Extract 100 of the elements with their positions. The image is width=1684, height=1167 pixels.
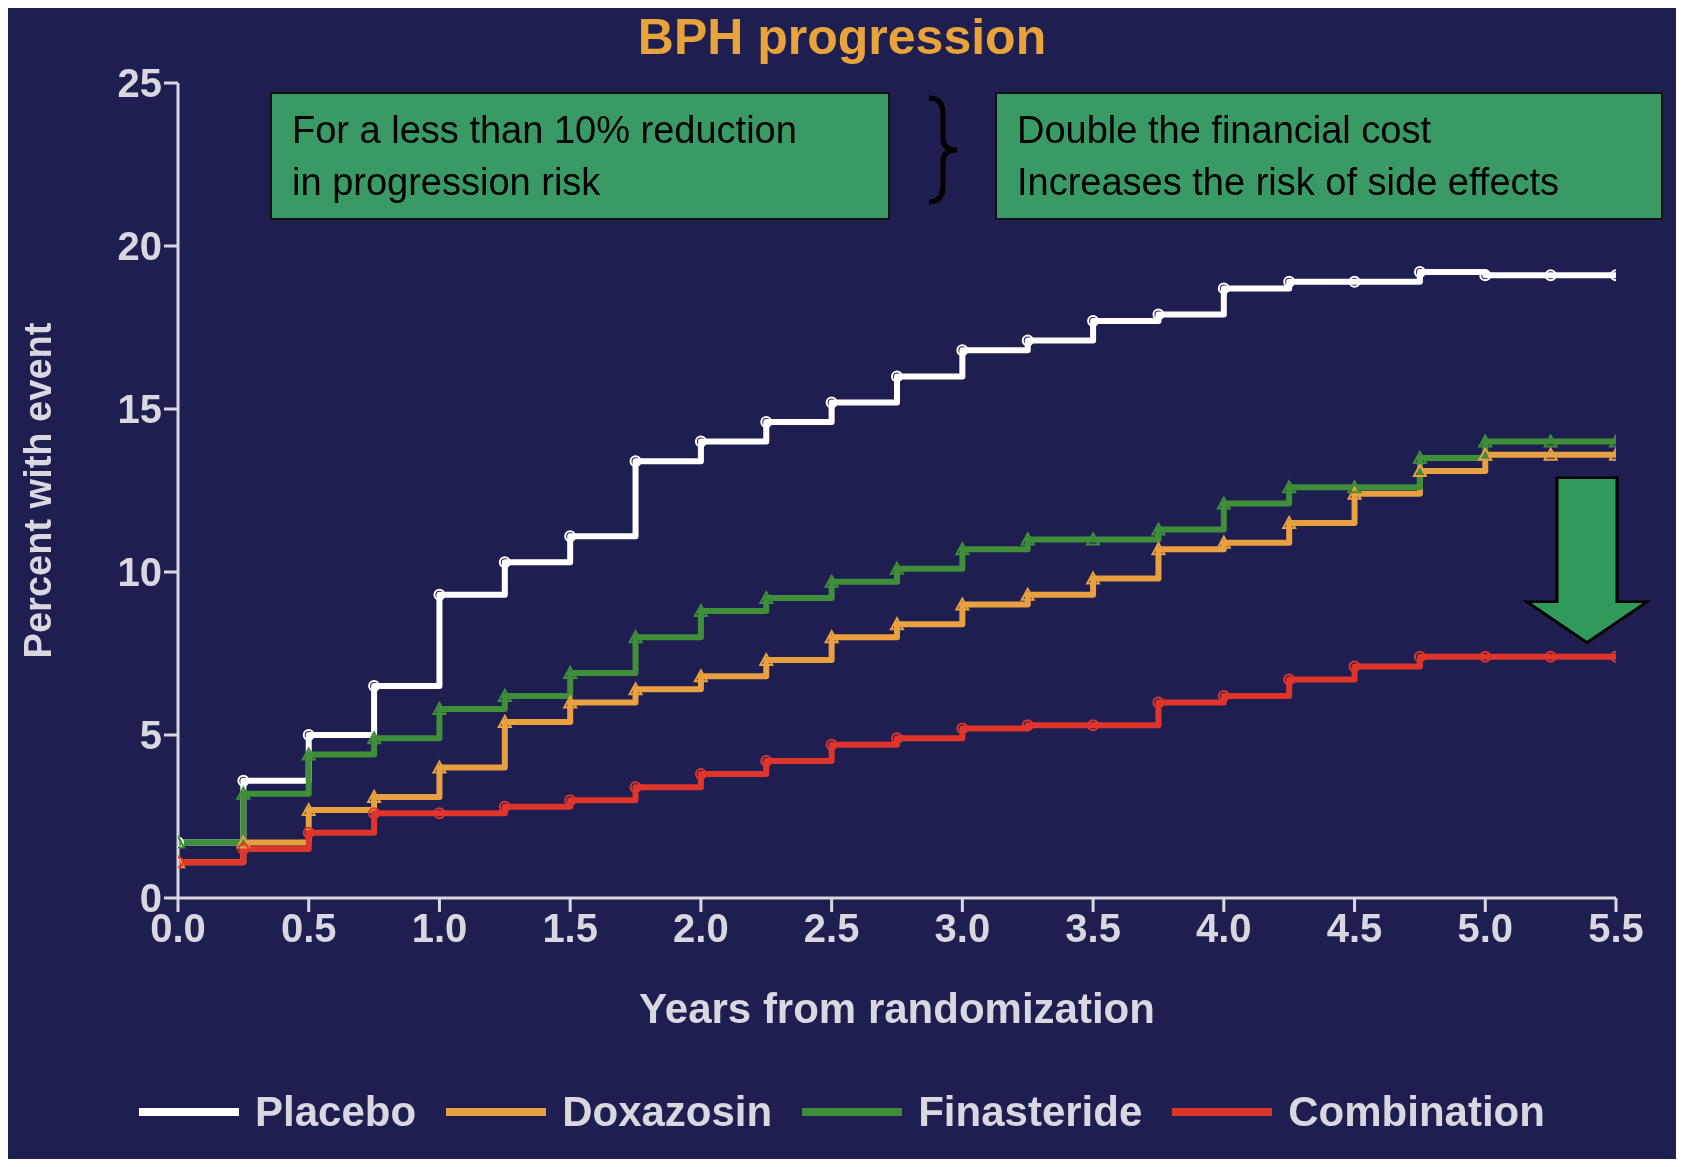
point [824, 630, 839, 644]
point [236, 786, 251, 800]
legend-label: Finasteride [918, 1088, 1143, 1136]
point [1543, 434, 1558, 448]
point [824, 574, 839, 588]
x-axis-title: Years from randomization [639, 985, 1155, 1032]
point [955, 542, 970, 556]
x-tick-label: 1.0 [411, 906, 468, 951]
point [1020, 532, 1035, 546]
point [1478, 447, 1493, 461]
point [1086, 532, 1101, 546]
y-tick-label: 10 [117, 550, 162, 595]
point [367, 789, 382, 803]
point [1087, 719, 1100, 732]
point [825, 396, 838, 409]
point [432, 760, 447, 774]
point [1479, 269, 1492, 282]
point [1020, 587, 1035, 601]
x-tick-label: 3.5 [1065, 906, 1121, 951]
point [367, 731, 382, 745]
x-tick-label: 4.5 [1326, 906, 1383, 951]
point [759, 591, 774, 605]
point [433, 588, 446, 601]
point [433, 807, 446, 820]
point [1021, 719, 1034, 732]
point [301, 747, 316, 761]
point [956, 344, 969, 357]
point [760, 755, 773, 768]
point [1347, 480, 1362, 494]
point [693, 669, 708, 683]
point [1086, 571, 1101, 585]
point [1348, 275, 1361, 288]
x-tick-label: 4.0 [1196, 906, 1252, 951]
point [1282, 516, 1297, 530]
point [890, 617, 904, 631]
point [629, 455, 642, 468]
point [498, 556, 511, 569]
point [1412, 463, 1427, 477]
point [1283, 673, 1296, 686]
point [301, 802, 316, 816]
point [1282, 480, 1297, 494]
point [498, 800, 511, 813]
point [1151, 522, 1166, 536]
y-tick-label: 15 [117, 387, 162, 432]
point [302, 729, 315, 741]
point [432, 701, 447, 715]
y-tick-label: 25 [117, 61, 162, 106]
point [236, 835, 251, 849]
y-tick-label: 5 [139, 713, 162, 758]
point [1151, 542, 1166, 556]
point [302, 826, 315, 839]
point [563, 695, 578, 709]
point [628, 682, 643, 696]
legend-label: Combination [1288, 1088, 1545, 1136]
x-tick-label: 5.5 [1588, 906, 1644, 951]
point [1152, 696, 1165, 709]
point [1479, 650, 1492, 663]
x-tick-label: 2.5 [803, 906, 860, 951]
point [497, 688, 512, 702]
x-tick-label: 0.5 [280, 906, 337, 951]
point [1216, 496, 1231, 510]
point [1347, 486, 1362, 500]
point [1544, 269, 1557, 282]
point [237, 774, 250, 787]
point [628, 630, 643, 644]
x-tick-label: 5.0 [1457, 906, 1514, 951]
point [1283, 275, 1296, 288]
text-box: Double the financial cost Increases the risk of side effects [995, 92, 1663, 220]
point [1348, 660, 1361, 673]
point [759, 653, 774, 667]
point [891, 732, 903, 745]
point [956, 722, 969, 735]
y-tick-label: 20 [117, 224, 162, 269]
point [563, 666, 578, 680]
chart-title: BPH progression [637, 9, 1047, 65]
x-tick-label: 3.0 [934, 906, 991, 951]
point [825, 738, 838, 751]
point [1412, 450, 1427, 464]
point [1216, 535, 1231, 549]
point [694, 435, 707, 448]
legend-label: Placebo [255, 1088, 417, 1136]
point [1413, 266, 1426, 279]
x-tick-label: 2.0 [673, 906, 729, 951]
point [1152, 308, 1165, 321]
point [564, 794, 577, 807]
point [1413, 650, 1426, 663]
point [1217, 689, 1230, 702]
point [1544, 650, 1557, 663]
point [891, 370, 903, 383]
x-tick-label: 1.5 [542, 906, 598, 951]
legend-label: Doxazosin [562, 1088, 773, 1136]
point [368, 807, 381, 820]
point [1478, 434, 1493, 448]
point [497, 714, 512, 728]
y-axis-title: Percent with event [17, 322, 60, 659]
point [760, 416, 773, 429]
point [890, 561, 904, 575]
point [1021, 334, 1034, 347]
point [629, 781, 642, 794]
point [693, 604, 708, 618]
